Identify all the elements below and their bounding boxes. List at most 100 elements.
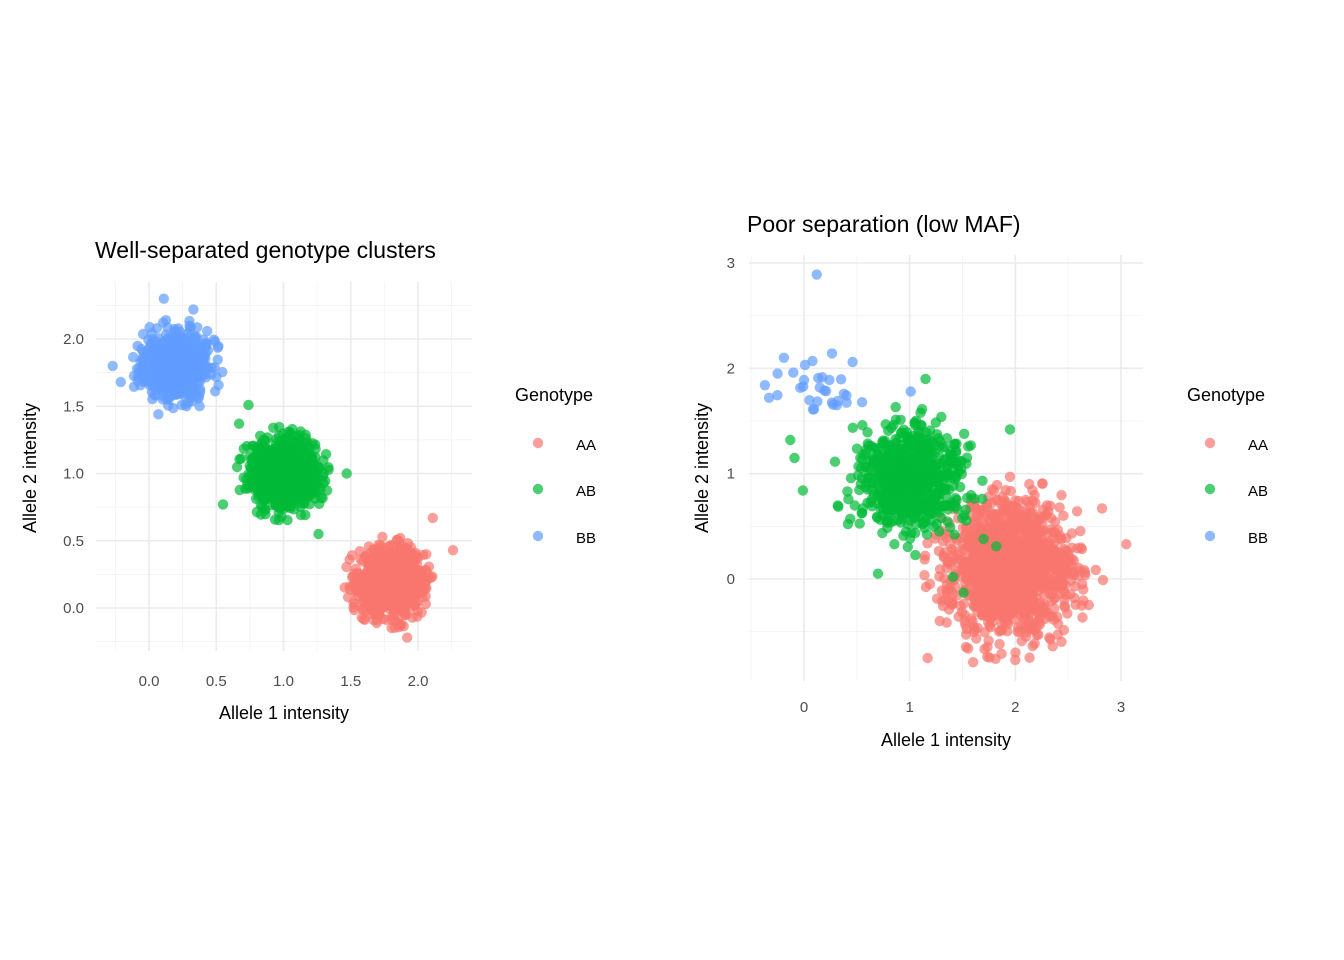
data-point-aa — [1068, 555, 1080, 566]
data-point-ab — [951, 438, 962, 449]
data-point-aa — [1052, 558, 1063, 570]
data-point-aa — [356, 612, 367, 623]
data-point-ab — [960, 504, 971, 515]
data-point-bb — [217, 366, 228, 378]
data-point-ab — [903, 490, 914, 501]
data-point-bb — [162, 354, 173, 365]
data-point-bb — [138, 372, 150, 383]
data-point-aa — [1079, 567, 1091, 578]
data-point-ab — [958, 587, 969, 598]
data-point-bb — [153, 409, 164, 420]
chart-title: Well-separated genotype clusters — [95, 237, 436, 263]
data-point-aa — [1001, 531, 1012, 542]
data-point-bb — [209, 336, 221, 347]
data-point-ab — [842, 518, 854, 530]
data-point-aa — [1075, 525, 1086, 537]
data-point-aa — [1019, 611, 1031, 623]
data-point-aa — [1069, 581, 1081, 592]
data-point-aa — [922, 652, 933, 664]
data-point-aa — [410, 555, 421, 566]
data-point-ab — [261, 445, 272, 456]
data-point-ab — [852, 470, 864, 481]
chart-title: Poor separation (low MAF) — [747, 211, 1021, 237]
data-point-aa — [1010, 654, 1021, 666]
x-tick-label: 2.0 — [408, 673, 429, 690]
data-point-ab — [289, 482, 300, 493]
data-point-ab — [251, 447, 263, 458]
data-point-aa — [996, 648, 1007, 659]
data-point-ab — [916, 404, 928, 415]
data-point-aa — [919, 550, 931, 561]
data-point-ab — [290, 431, 302, 442]
data-point-ab — [313, 528, 324, 540]
data-point-aa — [421, 549, 432, 560]
data-point-bb — [147, 393, 158, 405]
data-point-aa — [946, 543, 958, 555]
data-point-ab — [307, 486, 318, 497]
data-point-ab — [262, 462, 273, 473]
data-point-aa — [943, 557, 954, 568]
data-point-bb — [213, 379, 224, 391]
data-point-bb — [192, 343, 203, 354]
data-point-aa — [411, 597, 423, 608]
data-point-ab — [950, 501, 961, 512]
data-point-aa — [1029, 638, 1040, 649]
data-point-ab — [863, 440, 874, 451]
data-point-bb — [160, 370, 171, 381]
data-point-ab — [889, 539, 900, 550]
data-point-aa — [1004, 471, 1016, 482]
data-point-ab — [947, 571, 959, 583]
data-point-bb — [107, 360, 118, 372]
data-point-aa — [346, 550, 358, 561]
data-point-aa — [1025, 584, 1036, 596]
data-point-aa — [1036, 582, 1048, 593]
data-point-ab — [315, 492, 327, 503]
data-point-aa — [972, 622, 983, 634]
data-point-aa — [447, 545, 459, 556]
data-point-ab — [847, 422, 858, 433]
data-point-aa — [427, 512, 438, 524]
data-point-aa — [1056, 636, 1067, 647]
data-point-aa — [1047, 533, 1059, 544]
data-point-ab — [913, 454, 925, 466]
data-point-aa — [985, 622, 996, 633]
data-point-aa — [1058, 510, 1069, 521]
data-point-aa — [1029, 564, 1040, 576]
data-point-ab — [959, 428, 970, 439]
data-point-aa — [342, 592, 354, 603]
data-point-ab — [298, 489, 310, 501]
data-point-aa — [1024, 652, 1035, 663]
data-point-aa — [934, 564, 946, 575]
data-point-aa — [964, 542, 976, 553]
data-point-aa — [395, 605, 406, 616]
data-point-ab — [789, 452, 800, 464]
data-point-aa — [1056, 490, 1067, 501]
data-point-aa — [1007, 539, 1019, 551]
y-tick-label: 2.0 — [63, 331, 84, 348]
data-point-aa — [1076, 600, 1088, 611]
data-point-aa — [385, 593, 397, 605]
legend-key-aa — [532, 437, 544, 449]
data-point-ab — [895, 517, 906, 528]
data-point-aa — [971, 633, 982, 644]
y-tick-label: 1.5 — [63, 398, 84, 415]
data-point-aa — [1056, 578, 1067, 589]
series-aa — [339, 512, 459, 643]
data-point-ab — [857, 420, 868, 431]
data-point-aa — [371, 564, 382, 576]
data-point-aa — [943, 604, 955, 615]
data-point-aa — [982, 556, 993, 567]
data-point-aa — [349, 568, 360, 579]
data-point-aa — [933, 545, 945, 557]
data-point-ab — [256, 470, 268, 481]
data-point-ab — [843, 494, 854, 505]
data-point-bb — [158, 293, 169, 304]
data-point-aa — [404, 591, 415, 602]
data-point-aa — [403, 563, 414, 574]
data-point-ab — [879, 456, 890, 467]
data-point-aa — [987, 484, 998, 495]
data-point-ab — [341, 468, 352, 479]
data-point-ab — [910, 549, 921, 561]
data-point-ab — [240, 483, 251, 494]
data-point-ab — [902, 442, 913, 454]
